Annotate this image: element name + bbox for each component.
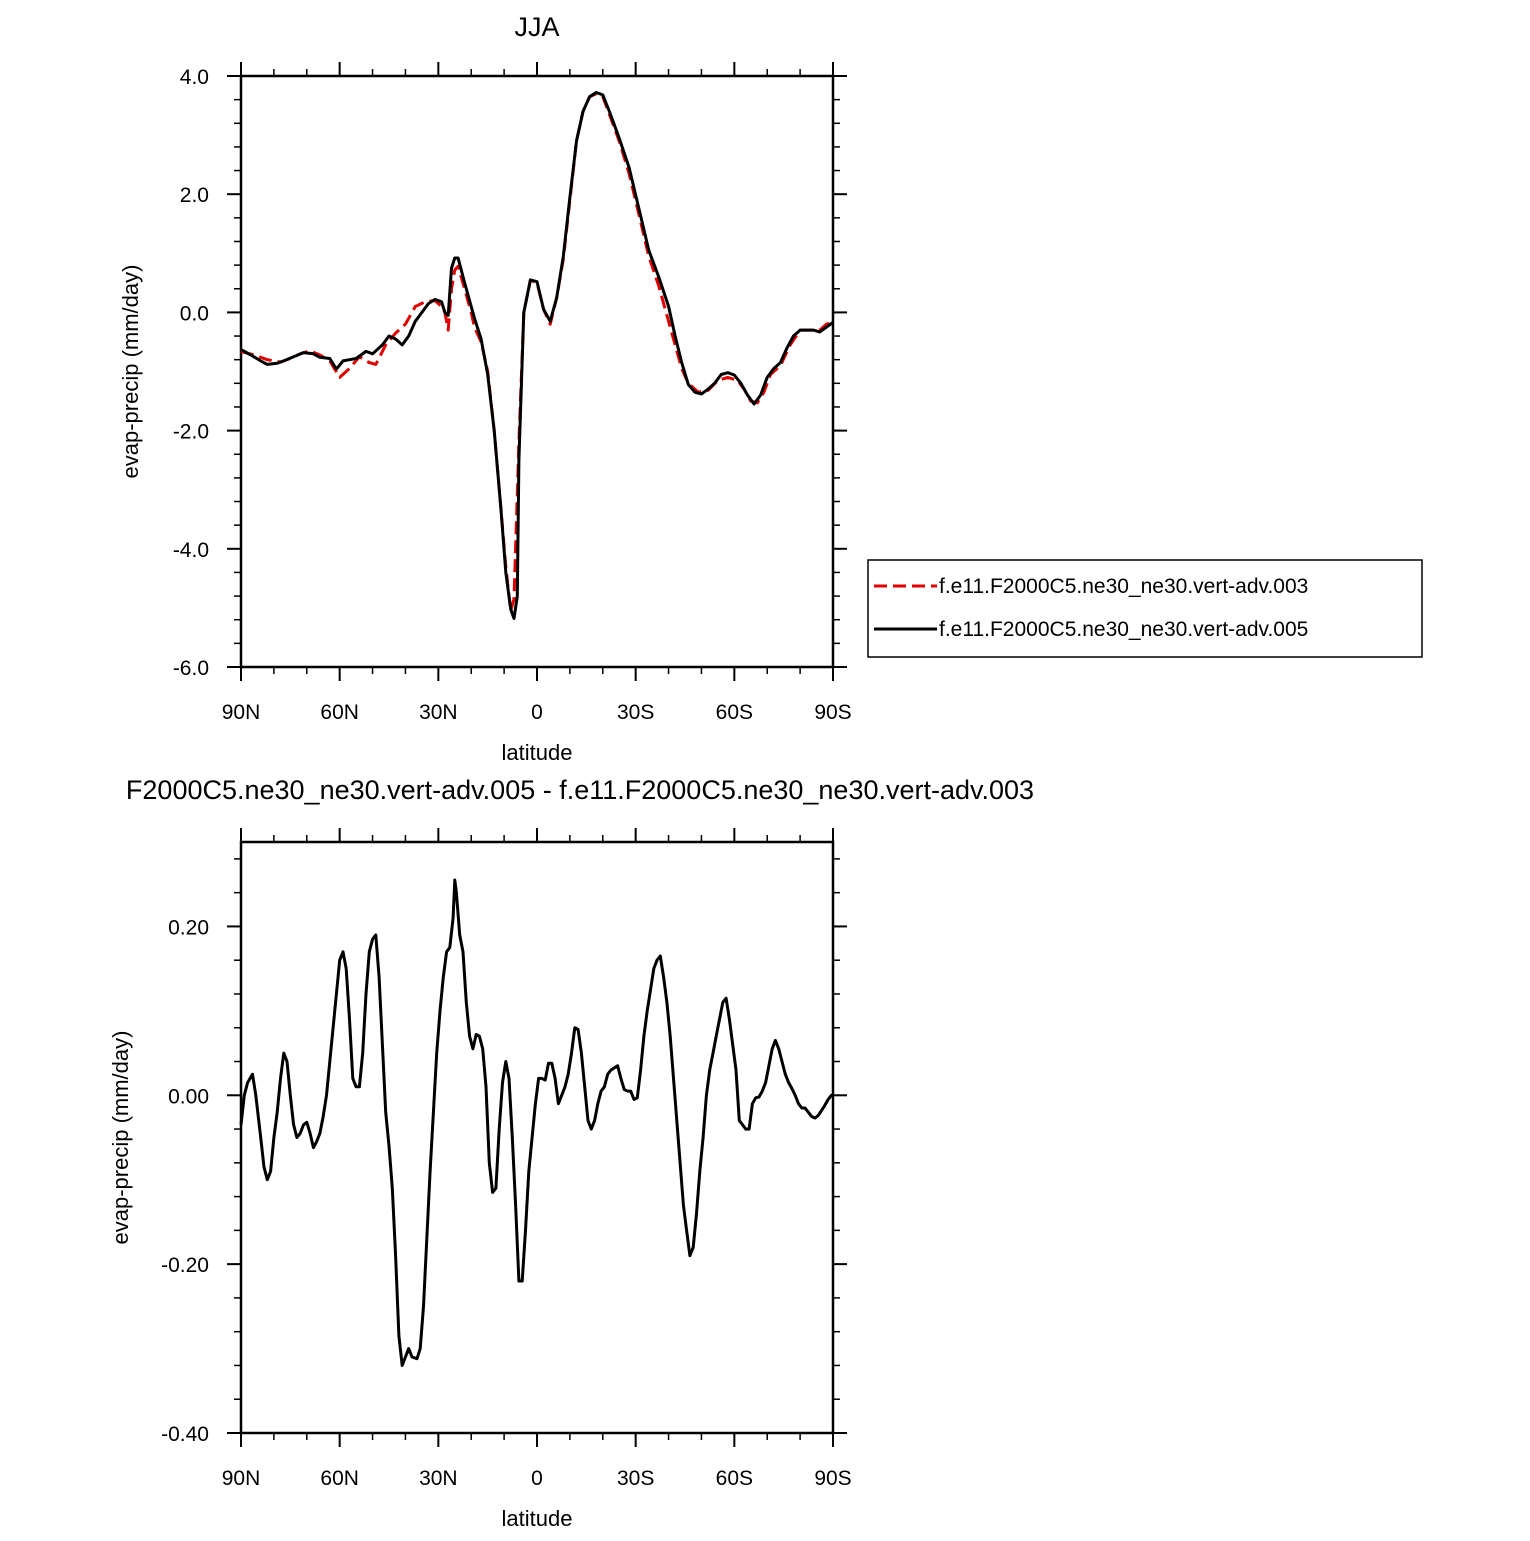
series-line-1 <box>239 878 833 1367</box>
chart-title: F2000C5.ne30_ne30.vert-adv.005 - f.e11.F… <box>126 775 1034 805</box>
y-tick-label: 0.00 <box>168 1085 209 1108</box>
panel-difference: F2000C5.ne30_ne30.vert-adv.005 - f.e11.F… <box>108 775 1034 1531</box>
x-axis-label: latitude <box>502 1506 573 1531</box>
y-tick-label: -6.0 <box>173 657 209 680</box>
x-tick-label: 90S <box>814 701 851 724</box>
series-line-1 <box>240 92 834 613</box>
x-tick-label: 30S <box>617 1467 654 1490</box>
x-tick-label: 60S <box>716 1467 753 1490</box>
y-axis-label: evap-precip (mm/day) <box>118 265 143 479</box>
x-tick-label: 90N <box>222 701 261 724</box>
y-tick-label: 4.0 <box>180 66 209 89</box>
legend: f.e11.F2000C5.ne30_ne30.vert-adv.003 f.e1… <box>867 559 1423 658</box>
y-tick-label: 2.0 <box>180 184 209 207</box>
x-axis-label: latitude <box>502 740 573 765</box>
x-tick-label: 90N <box>222 1467 261 1490</box>
chart-title: JJA <box>514 12 559 42</box>
x-tick-label: 0 <box>531 1467 543 1490</box>
y-tick-label: -2.0 <box>173 421 209 444</box>
y-axis-label: evap-precip (mm/day) <box>108 1031 133 1245</box>
legend-label-1: f.e11.F2000C5.ne30_ne30.vert-adv.003 <box>939 575 1308 598</box>
x-tick-label: 0 <box>531 701 543 724</box>
panel-jja: JJA 4.0 2.0 0.0 -2.0 -4.0 -6.0 90N 60N 30N 0 30S 60S… <box>118 12 852 765</box>
x-tick-label: 60N <box>320 701 359 724</box>
y-tick-label: 0.20 <box>168 916 209 939</box>
y-tick-label: -0.20 <box>161 1254 209 1277</box>
x-tick-label: 30N <box>419 701 458 724</box>
y-tick-label: -0.40 <box>161 1423 209 1446</box>
plot-frame <box>239 74 835 669</box>
x-tick-label: 30N <box>419 1467 458 1490</box>
legend-box <box>867 559 1423 658</box>
x-tick-label: 30S <box>617 701 654 724</box>
y-tick-label: -4.0 <box>173 539 209 562</box>
x-tick-label: 60S <box>716 701 753 724</box>
y-tick-label: 0.0 <box>180 302 209 325</box>
legend-label-2: f.e11.F2000C5.ne30_ne30.vert-adv.005 <box>939 618 1308 641</box>
plot-frame <box>239 840 835 1435</box>
x-tick-label: 90S <box>814 1467 851 1490</box>
series-line-2 <box>240 91 834 620</box>
x-tick-label: 60N <box>320 1467 359 1490</box>
